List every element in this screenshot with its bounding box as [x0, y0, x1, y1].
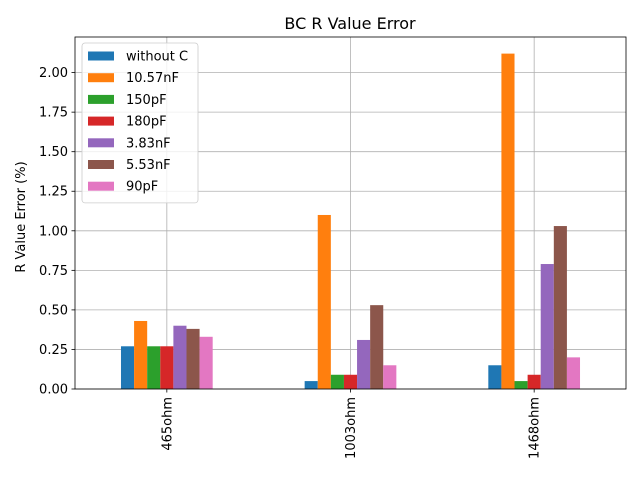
y-tick-label: 1.75: [39, 106, 68, 121]
bar-180pf-1468ohm: [527, 374, 541, 389]
bar-5-53nf-1003ohm: [370, 305, 384, 389]
bar-without-c-465ohm: [120, 346, 135, 389]
bar-150pf-465ohm: [147, 346, 161, 389]
bar-180pf-1003ohm: [343, 374, 358, 389]
y-tick-label: 2.00: [39, 66, 68, 81]
legend-swatch: [88, 138, 114, 148]
bar-10-57nf-1468ohm: [501, 53, 515, 389]
legend: without C 10.57nF 150pF 180pF 3.83nF 5.53nF 90…: [81, 42, 199, 204]
x-tick-label: 465ohm: [160, 397, 175, 451]
bar-without-c-1003ohm: [304, 381, 318, 389]
y-tick-label: 1.00: [39, 224, 68, 239]
x-ticks: 465ohm 1003ohm 1468ohm: [160, 389, 543, 459]
legend-swatch: [88, 51, 114, 61]
bar-90pf-1003ohm: [383, 365, 397, 389]
bar-90pf-465ohm: [199, 336, 213, 389]
bar-3-83nf-465ohm: [173, 325, 187, 389]
legend-label: 10.57nF: [126, 71, 179, 86]
legend-label: 90pF: [126, 180, 158, 195]
bar-without-c-1468ohm: [488, 365, 502, 389]
y-ticks: 0.00 0.25 0.50 0.75 1.00 1.25 1.50 1.75 2.00: [39, 66, 75, 398]
x-tick-label: 1468ohm: [528, 397, 543, 459]
y-tick-label: 0.75: [39, 264, 68, 279]
bar-10-57nf-465ohm: [134, 320, 148, 389]
bars: [120, 53, 581, 389]
legend-swatch: [88, 116, 114, 126]
legend-swatch: [88, 73, 114, 83]
chart-title: BC R Value Error: [284, 14, 416, 33]
bar-5-53nf-1468ohm: [553, 226, 567, 389]
bar-150pf-1003ohm: [330, 374, 344, 389]
bar-180pf-465ohm: [160, 346, 174, 389]
y-tick-label: 1.25: [39, 185, 68, 200]
x-tick-label: 1003ohm: [344, 397, 359, 459]
bar-10-57nf-1003ohm: [317, 214, 331, 389]
y-tick-label: 0.00: [39, 383, 68, 398]
legend-label: 180pF: [126, 115, 167, 130]
bar-5-53nf-465ohm: [186, 328, 200, 389]
legend-label: 5.53nF: [126, 158, 171, 173]
legend-swatch: [88, 181, 114, 191]
y-tick-label: 1.50: [39, 145, 68, 160]
bar-3-83nf-1468ohm: [540, 264, 554, 389]
bar-150pf-1468ohm: [514, 381, 528, 389]
bar-3-83nf-1003ohm: [357, 339, 371, 389]
y-axis-label: R Value Error (%): [14, 161, 29, 272]
y-tick-label: 0.25: [39, 343, 68, 358]
bar-90pf-1468ohm: [566, 357, 581, 389]
legend-swatch: [88, 94, 114, 104]
legend-swatch: [88, 160, 114, 169]
legend-label: without C: [126, 50, 188, 65]
legend-label: 150pF: [126, 93, 167, 108]
legend-label: 3.83nF: [126, 136, 171, 151]
y-tick-label: 0.50: [39, 303, 68, 318]
